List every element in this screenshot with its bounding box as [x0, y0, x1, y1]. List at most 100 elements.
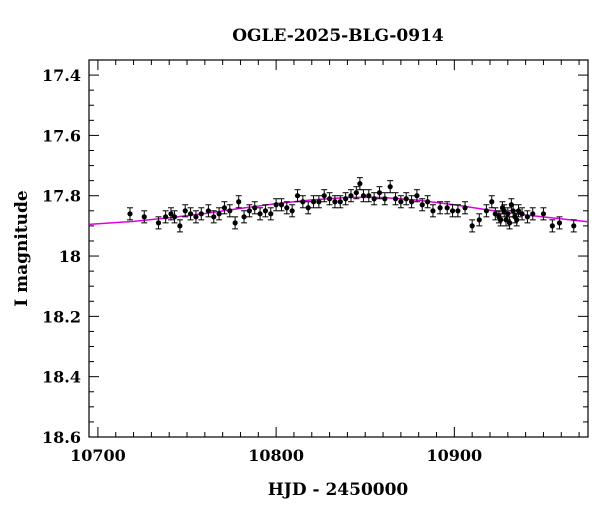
point-marker	[273, 202, 279, 208]
point-marker	[177, 223, 183, 229]
data-point	[299, 195, 306, 209]
point-marker	[257, 211, 263, 217]
point-marker	[262, 208, 269, 214]
data-point	[469, 219, 476, 233]
data-point	[371, 192, 378, 206]
point-marker	[205, 208, 212, 214]
data-point	[267, 207, 274, 221]
data-point	[310, 195, 317, 209]
data-point	[226, 204, 233, 218]
point-marker	[294, 193, 301, 199]
point-marker	[462, 205, 468, 211]
point-marker	[211, 214, 217, 220]
point-marker	[171, 214, 178, 220]
point-marker	[376, 190, 383, 196]
point-marker	[437, 205, 443, 211]
y-tick-label: 18.2	[42, 307, 81, 326]
point-marker	[498, 217, 504, 223]
data-point	[141, 210, 148, 224]
data-point	[570, 219, 577, 233]
point-marker	[449, 208, 456, 214]
point-marker	[540, 211, 547, 217]
point-marker	[419, 202, 425, 208]
data-point	[176, 219, 183, 233]
point-marker	[571, 223, 577, 229]
data-point	[556, 216, 563, 230]
point-marker	[387, 184, 393, 190]
point-marker	[492, 211, 498, 217]
data-point	[321, 189, 328, 203]
data-point	[171, 210, 178, 224]
data-point	[429, 204, 436, 218]
data-point	[246, 204, 253, 218]
y-tick-label: 18.6	[42, 428, 81, 447]
point-marker	[515, 208, 522, 214]
point-marker	[556, 220, 563, 226]
point-marker	[360, 193, 367, 199]
point-marker	[348, 193, 354, 199]
y-tick-label: 17.6	[42, 126, 81, 145]
data-point	[515, 204, 522, 218]
y-tick-label: 18	[59, 247, 81, 266]
data-point	[413, 189, 420, 203]
point-marker	[227, 208, 233, 214]
point-marker	[300, 199, 306, 205]
data-point	[305, 201, 312, 215]
point-marker	[127, 211, 133, 217]
point-marker	[241, 214, 247, 220]
data-point	[187, 207, 194, 221]
point-marker	[430, 208, 436, 214]
data-point	[387, 180, 394, 194]
x-axis-label: HJD - 2450000	[268, 480, 409, 500]
data-point	[524, 210, 531, 224]
point-marker	[403, 196, 409, 202]
data-point	[549, 219, 556, 233]
point-marker	[216, 211, 222, 217]
data-point	[235, 195, 242, 209]
point-marker	[382, 196, 388, 202]
data-point	[437, 201, 444, 215]
data-point	[449, 204, 456, 218]
data-point	[353, 186, 360, 200]
data-point	[283, 201, 290, 215]
data-point	[155, 216, 162, 230]
data-point	[519, 207, 526, 221]
data-point	[529, 207, 536, 221]
point-marker	[268, 211, 274, 217]
data-point	[251, 201, 258, 215]
data-point	[444, 201, 451, 215]
point-marker	[549, 223, 555, 229]
point-marker	[483, 208, 490, 214]
data-point	[294, 189, 301, 203]
point-marker	[425, 199, 431, 205]
data-point	[257, 207, 264, 221]
point-marker	[182, 208, 188, 214]
point-marker	[236, 199, 242, 205]
data-point	[331, 195, 338, 209]
point-marker	[514, 217, 520, 223]
point-marker	[141, 214, 147, 220]
point-marker	[305, 205, 311, 211]
point-marker	[289, 208, 295, 214]
point-marker	[414, 193, 420, 199]
point-marker	[232, 220, 238, 226]
y-tick-label: 17.8	[42, 187, 81, 206]
data-point	[376, 186, 383, 200]
data-point	[182, 204, 189, 218]
point-marker	[284, 205, 290, 211]
plot-border	[88, 59, 589, 438]
point-marker	[455, 208, 461, 214]
data-point	[205, 204, 212, 218]
point-marker	[505, 211, 511, 217]
point-marker	[316, 199, 322, 205]
data-point	[506, 216, 513, 230]
data-point	[221, 201, 228, 215]
point-marker	[343, 196, 349, 202]
y-tick-label: 18.4	[42, 368, 81, 387]
data-point	[262, 204, 269, 218]
data-point	[278, 198, 285, 212]
point-marker	[246, 208, 252, 214]
y-tick-label: 17.4	[42, 66, 81, 85]
point-marker	[155, 220, 162, 226]
